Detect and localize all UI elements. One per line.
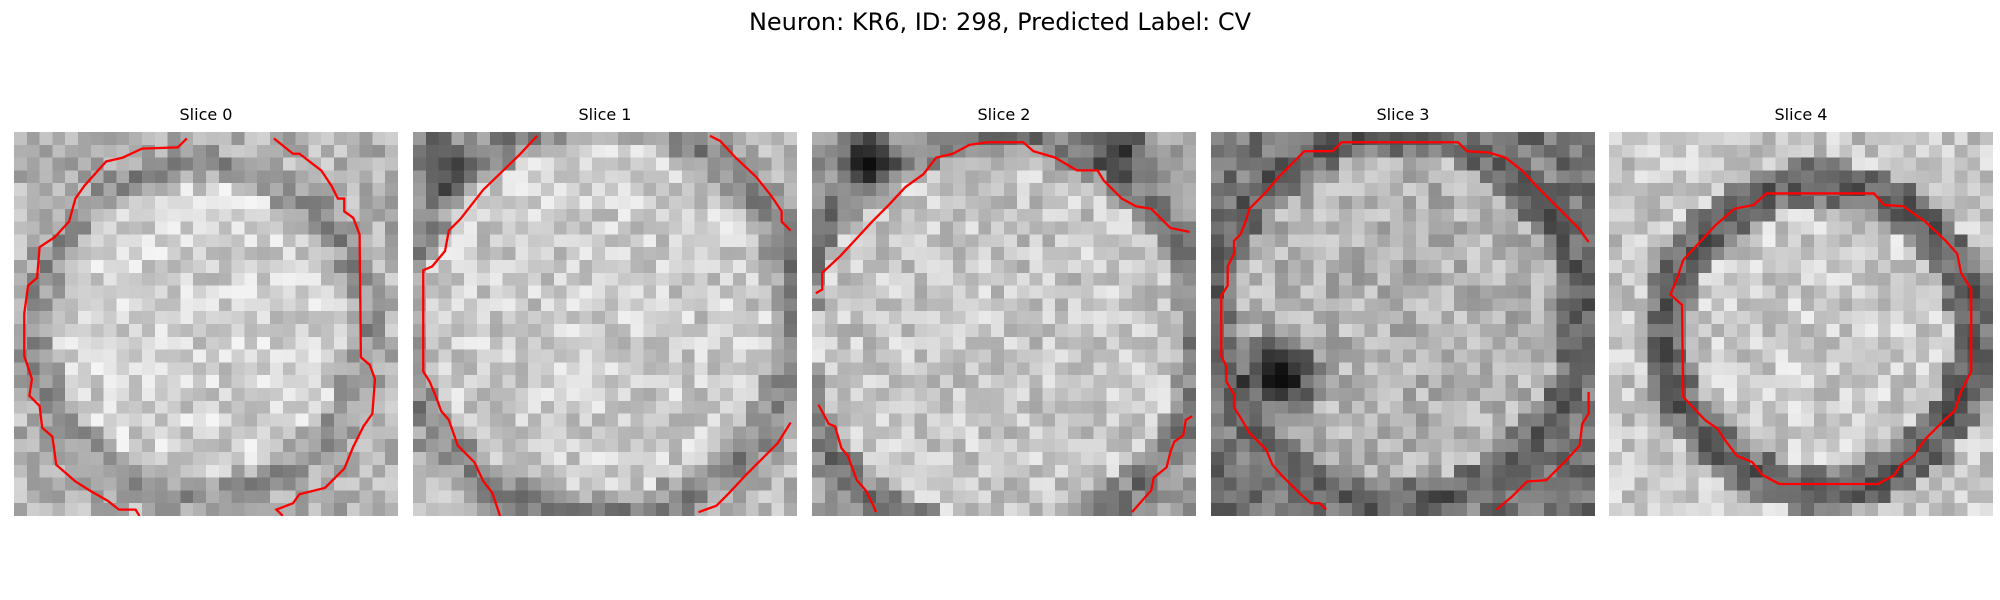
contour-line <box>1495 391 1590 511</box>
contour-line <box>1131 415 1193 513</box>
contour-line <box>709 134 792 232</box>
slice-panel-4: Slice 4 <box>1609 104 1993 516</box>
contour-line <box>698 421 792 514</box>
contour-line <box>422 135 539 516</box>
slice-panel-3: Slice 3 <box>1211 104 1595 516</box>
contour-line <box>815 141 1190 295</box>
pixel-grid <box>1609 132 1993 516</box>
contour-line <box>23 137 188 516</box>
pixel-grid <box>413 132 797 516</box>
slice-title: Slice 0 <box>179 105 233 124</box>
slice-panel-2: Slice 2 <box>812 104 1196 516</box>
slice-title: Slice 1 <box>578 105 632 124</box>
pixel-grid <box>812 132 1196 516</box>
contour-line <box>1669 192 1973 486</box>
pixel-grid <box>1211 132 1595 516</box>
slice-image <box>1609 132 1993 516</box>
slice-panel-1: Slice 1 <box>413 104 797 516</box>
slice-title: Slice 2 <box>977 105 1031 124</box>
slice-panel-0: Slice 0 <box>14 104 398 516</box>
slice-image <box>1211 132 1595 516</box>
slice-image <box>413 132 797 516</box>
contour-line <box>817 404 878 513</box>
contour-line <box>273 137 377 516</box>
pixel-grid <box>14 132 398 516</box>
slice-title: Slice 4 <box>1774 105 1828 124</box>
slice-image <box>14 132 398 516</box>
slice-image <box>812 132 1196 516</box>
contour-line <box>1220 141 1590 511</box>
figure-title: Neuron: KR6, ID: 298, Predicted Label: C… <box>748 8 1252 36</box>
slice-title: Slice 3 <box>1376 105 1430 124</box>
